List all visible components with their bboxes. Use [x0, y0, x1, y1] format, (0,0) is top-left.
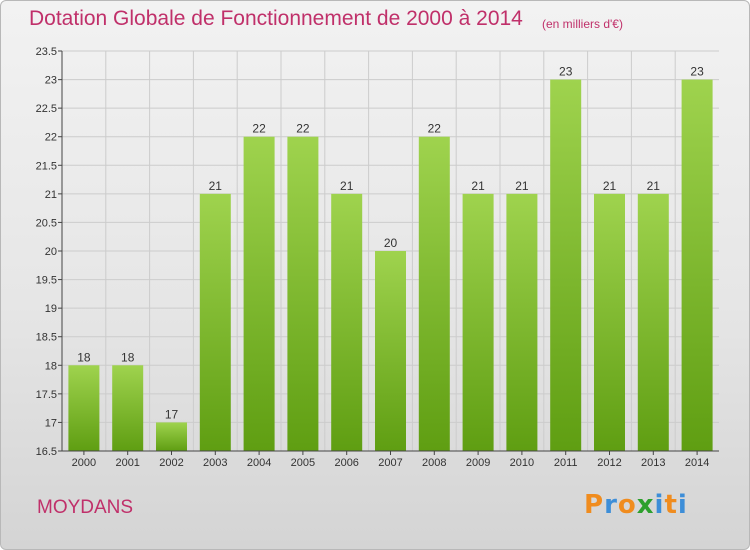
- x-tick-label: 2004: [247, 457, 271, 469]
- bar: [637, 193, 669, 451]
- data-label: 20: [384, 236, 398, 250]
- bar: [418, 136, 450, 451]
- x-tick-label: 2002: [159, 457, 183, 469]
- label-layer: 18 18 17 21 22 22 21 20 22 21 21 23 21 21 23: [77, 65, 704, 422]
- bar: [594, 193, 625, 451]
- x-tick-label: 2003: [203, 457, 227, 469]
- x-tick-label: 2005: [291, 457, 315, 469]
- x-tick-label: 2014: [685, 457, 709, 469]
- x-tick-label: 2000: [72, 457, 96, 469]
- bar-layer: [68, 79, 713, 452]
- y-tick-label: 16.5: [36, 446, 57, 458]
- bar: [243, 136, 275, 451]
- data-label: 23: [690, 65, 704, 79]
- logo-letter: x: [636, 490, 655, 520]
- data-label: 23: [559, 65, 573, 79]
- data-label: 22: [428, 122, 442, 136]
- data-label: 18: [121, 350, 135, 364]
- bar: [506, 193, 538, 451]
- y-tick-label: 19.5: [36, 275, 57, 287]
- y-tick-label: 17.5: [36, 389, 57, 401]
- logo-letter: i: [677, 490, 688, 520]
- axis-layer: 16.5 17 17.5 18 18.5 19 19.5 20 20.5 21 21.5 22 22.5…: [36, 46, 719, 469]
- bar: [112, 365, 144, 451]
- bar: [550, 79, 582, 452]
- data-label: 21: [515, 179, 529, 193]
- y-tick-label: 21.5: [36, 160, 57, 172]
- logo-letter: r: [604, 490, 618, 520]
- bar: [462, 193, 494, 451]
- x-tick-label: 2013: [641, 457, 665, 469]
- bar: [68, 365, 100, 451]
- x-tick-label: 2007: [378, 457, 402, 469]
- logo-letter: t: [664, 490, 678, 520]
- bar: [331, 193, 363, 451]
- logo-letter: o: [617, 490, 637, 520]
- bar: [375, 251, 406, 451]
- x-tick-label: 2009: [466, 457, 490, 469]
- y-tick-label: 23.5: [36, 46, 57, 58]
- y-tick-label: 20.5: [36, 217, 57, 229]
- proxiti-logo: Proxiti: [584, 490, 688, 522]
- y-tick-label: 20: [45, 246, 57, 258]
- data-label: 17: [165, 407, 179, 421]
- data-label: 22: [296, 122, 310, 136]
- bar: [681, 79, 713, 452]
- bar: [199, 193, 231, 451]
- chart-title: Dotation Globale de Fonctionnement de 20…: [29, 7, 523, 30]
- bar: [287, 136, 319, 451]
- data-label: 21: [340, 179, 354, 193]
- y-tick-label: 23: [45, 75, 57, 87]
- data-label: 22: [252, 122, 266, 136]
- y-tick-label: 17: [45, 417, 57, 429]
- y-tick-label: 18.5: [36, 332, 57, 344]
- chart-subtitle: (en milliers d'€): [542, 17, 623, 31]
- x-tick-label: 2012: [597, 457, 621, 469]
- x-tick-label: 2011: [554, 457, 578, 469]
- x-tick-label: 2006: [334, 457, 358, 469]
- x-tick-label: 2001: [115, 457, 139, 469]
- data-label: 21: [471, 179, 485, 193]
- y-tick-label: 21: [45, 189, 57, 201]
- data-label: 21: [603, 179, 617, 193]
- y-tick-label: 22: [45, 132, 57, 144]
- y-tick-label: 22.5: [36, 103, 57, 115]
- logo-letter: P: [584, 490, 605, 520]
- commune-name: MOYDANS: [37, 497, 134, 518]
- y-tick-label: 18: [45, 360, 57, 372]
- x-tick-label: 2008: [422, 457, 446, 469]
- bar: [156, 422, 187, 451]
- data-label: 18: [77, 350, 91, 364]
- y-tick-label: 19: [45, 303, 57, 315]
- data-label: 21: [647, 179, 661, 193]
- x-tick-label: 2010: [510, 457, 534, 469]
- logo-letter: i: [654, 490, 665, 520]
- data-label: 21: [209, 179, 223, 193]
